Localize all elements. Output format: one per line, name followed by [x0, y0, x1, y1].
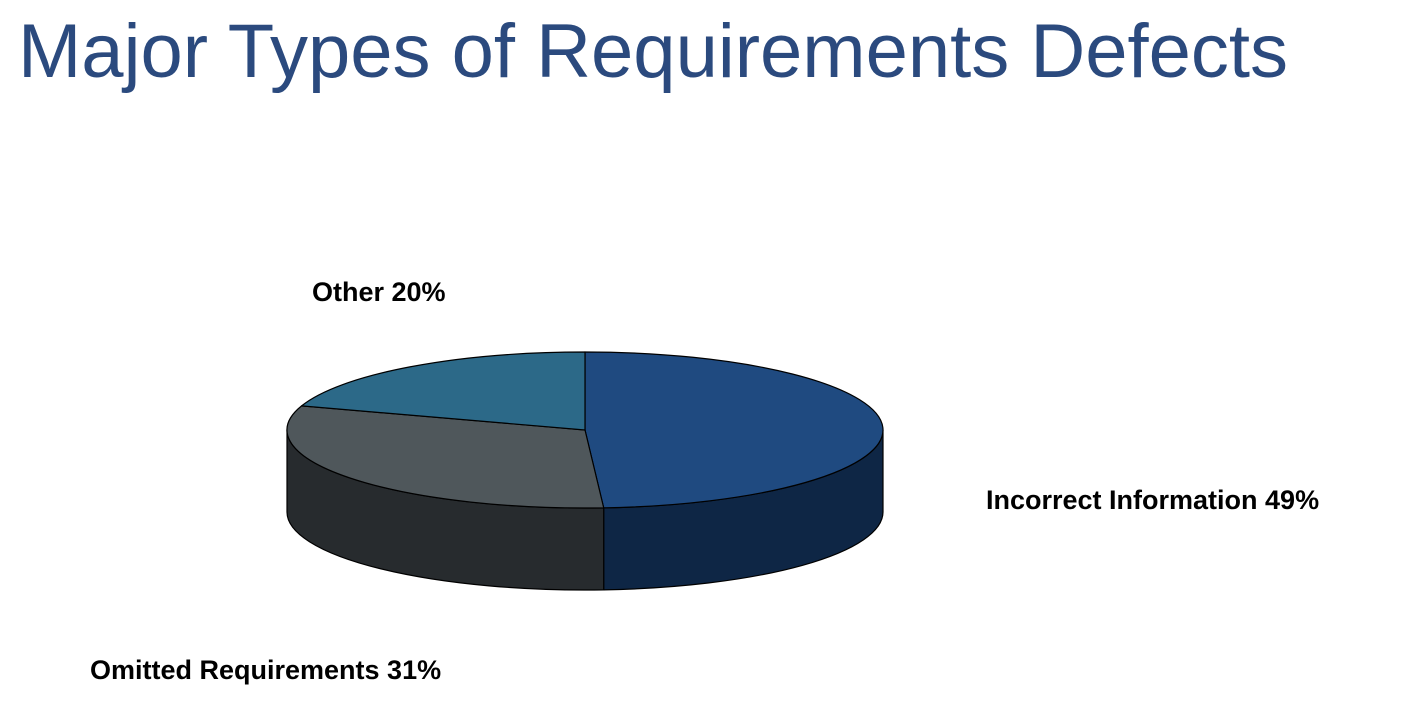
slide-title: Major Types of Requirements Defects — [18, 9, 1289, 94]
pie-slice-omitted-requirements — [286, 405, 605, 509]
slice-label-omitted-requirements: Omitted Requirements 31% — [90, 655, 441, 685]
slice-label-other: Other 20% — [312, 277, 446, 307]
pie-slice-other — [300, 351, 586, 431]
pie-tops — [286, 351, 884, 509]
slice-label-incorrect-information: Incorrect Information 49% — [986, 485, 1319, 515]
pie-slice-incorrect-information — [584, 351, 884, 509]
